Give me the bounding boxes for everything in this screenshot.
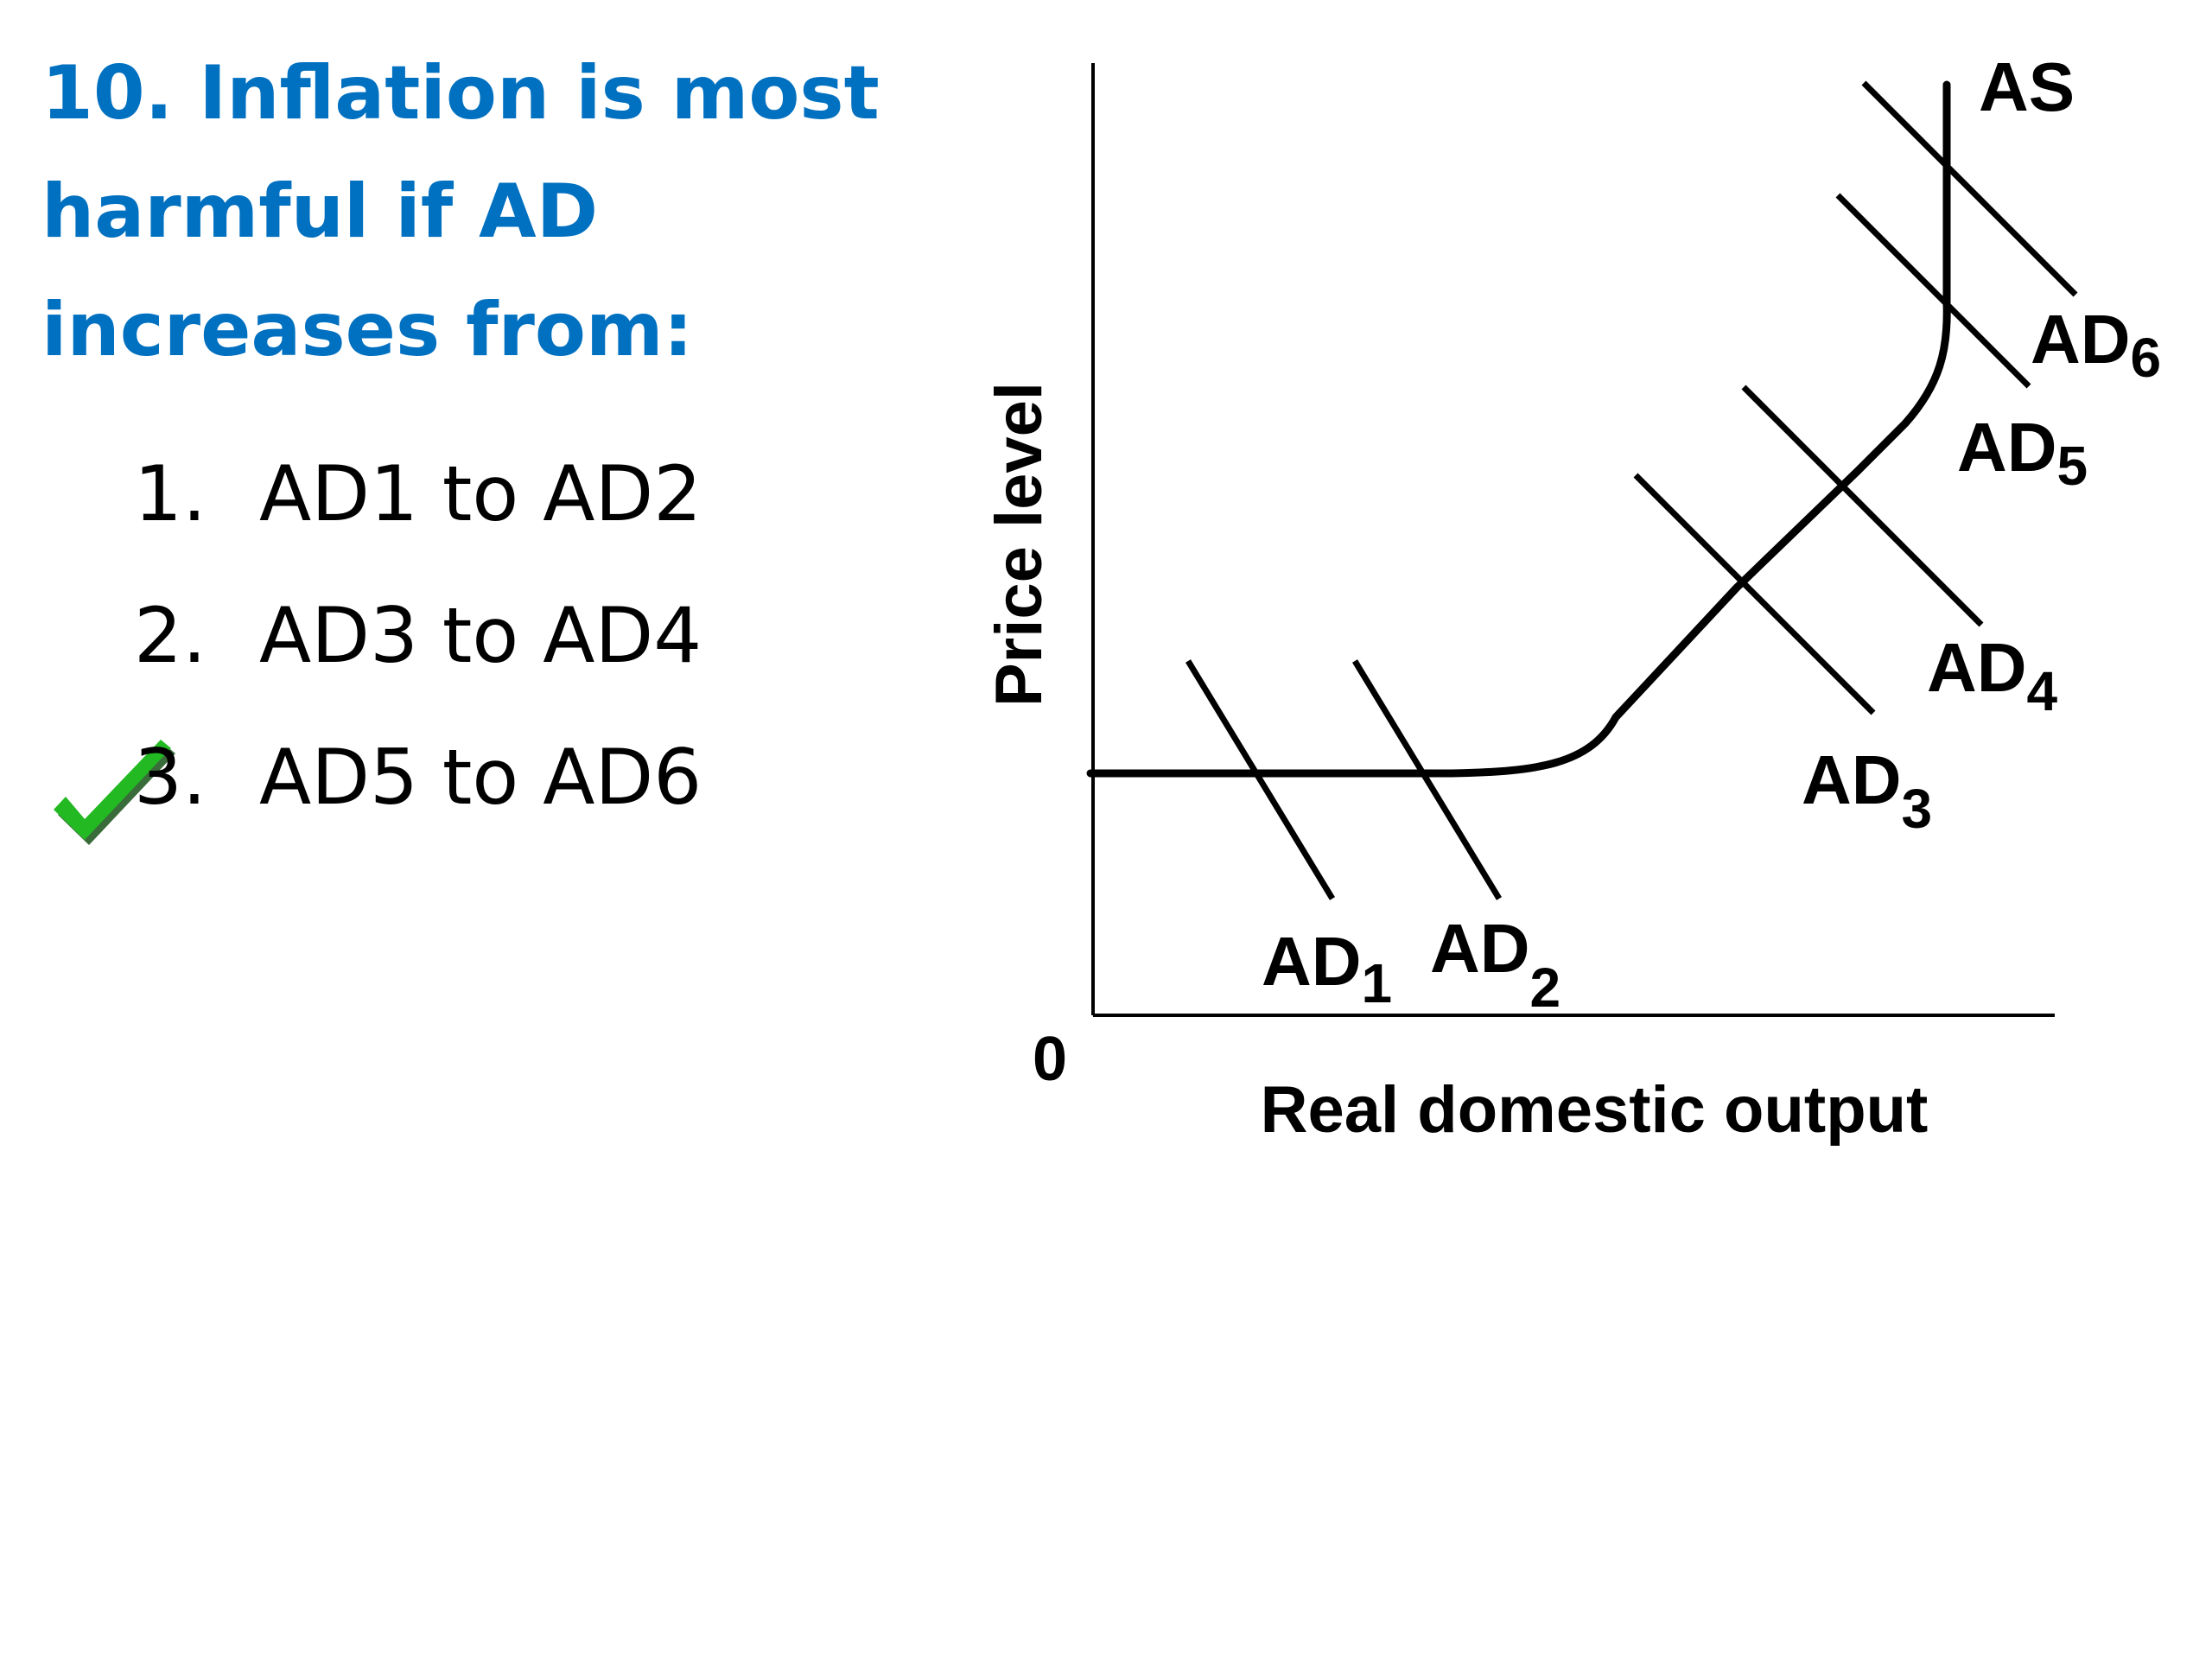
ad-prefix: AD xyxy=(1430,910,1530,987)
ad-subscript: 5 xyxy=(2057,435,2088,497)
ad4-label: AD4 xyxy=(1927,629,2058,722)
ad-prefix: AD xyxy=(1927,629,2027,706)
answer-options: 1. AD1 to AD2 2. AD3 to AD4 3. AD5 to AD… xyxy=(0,423,864,849)
option-text: AD1 to AD2 xyxy=(259,449,702,538)
ad5-label: AD5 xyxy=(1957,409,2088,497)
ad-subscript: 4 xyxy=(2027,660,2058,722)
option-number: 3. xyxy=(134,733,207,822)
ad3-curve xyxy=(1633,473,1876,715)
ad-subscript: 1 xyxy=(1362,952,1393,1014)
ad-subscript: 6 xyxy=(2131,327,2162,389)
ad-prefix: AD xyxy=(1802,741,1902,818)
option-number: 1. xyxy=(134,449,207,538)
option-1[interactable]: 1. AD1 to AD2 xyxy=(0,423,864,565)
ad-prefix: AD xyxy=(1262,923,1362,1000)
option-text: AD5 to AD6 xyxy=(259,733,702,822)
ad1-curve xyxy=(1185,659,1335,900)
as-label: AS xyxy=(1979,48,2075,125)
ad2-curve xyxy=(1352,659,1502,900)
ad1-label: AD1 xyxy=(1262,923,1392,1014)
ad6-curve xyxy=(1861,80,2078,297)
ad-subscript: 3 xyxy=(1902,778,1933,840)
ad5-curve xyxy=(1835,193,2031,389)
x-axis-label: Real domestic output xyxy=(1261,1073,1929,1147)
ad-subscript: 2 xyxy=(1530,957,1561,1019)
option-text: AD3 to AD4 xyxy=(259,591,702,680)
origin-label: 0 xyxy=(1033,1025,1067,1094)
question-title: 10. Inflation is most harmful if AD incr… xyxy=(41,50,880,373)
option-3[interactable]: 3. AD5 to AD6 xyxy=(0,707,864,849)
ad4-curve xyxy=(1741,385,1984,627)
option-number: 2. xyxy=(134,591,207,680)
check-icon xyxy=(54,740,175,845)
y-axis-label: Price level xyxy=(982,382,1056,707)
ad6-label: AD6 xyxy=(2031,301,2161,389)
as-curve xyxy=(1086,80,1951,778)
option-2[interactable]: 2. AD3 to AD4 xyxy=(0,565,864,707)
ad-prefix: AD xyxy=(2031,301,2131,378)
ad3-label: AD3 xyxy=(1802,741,1932,840)
ad-prefix: AD xyxy=(1957,409,2057,486)
ad2-label: AD2 xyxy=(1430,910,1560,1019)
